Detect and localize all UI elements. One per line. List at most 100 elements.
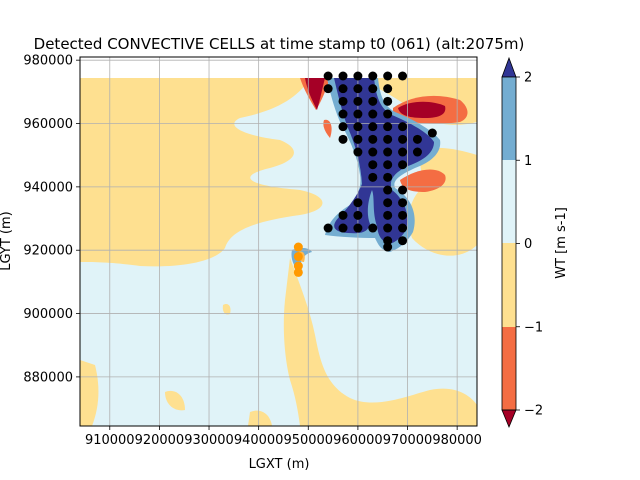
series-0-point-46 bbox=[338, 210, 348, 220]
colorbar-tick-label-3: 1 bbox=[524, 154, 532, 169]
colorbar-label: WT [m s-1] bbox=[554, 207, 569, 279]
series-0-point-0 bbox=[323, 71, 333, 81]
region-strong-down-n bbox=[305, 78, 325, 110]
y-tick-label-0: 880000 bbox=[23, 370, 73, 385]
colorbar-ticks: −2 −1 0 1 2 bbox=[516, 71, 543, 419]
y-tick-label-5: 980000 bbox=[23, 54, 73, 69]
x-tick-label-4: 950000 bbox=[283, 433, 333, 448]
series-0-point-38 bbox=[398, 160, 408, 170]
series-0-point-13 bbox=[368, 96, 378, 106]
series-1-point-1 bbox=[293, 252, 303, 262]
series-0-point-51 bbox=[338, 223, 348, 233]
series-0-point-57 bbox=[398, 236, 408, 246]
series-0-point-1 bbox=[338, 71, 348, 81]
series-0-point-23 bbox=[398, 122, 408, 132]
series-0-point-25 bbox=[353, 134, 363, 144]
region-mod-down-e bbox=[400, 169, 446, 192]
series-0-point-45 bbox=[398, 198, 408, 208]
series-0-point-58 bbox=[383, 242, 393, 252]
y-axis: 880000 900000 920000 940000 960000 980000 bbox=[23, 54, 80, 385]
series-0-point-49 bbox=[398, 210, 408, 220]
series-0-point-21 bbox=[368, 122, 378, 132]
region-weak-down-s1 bbox=[165, 390, 185, 411]
colorbar-band-1-2 bbox=[502, 77, 516, 160]
plot-area bbox=[80, 57, 477, 426]
series-0-point-12 bbox=[353, 96, 363, 106]
series-0-point-8 bbox=[353, 84, 363, 94]
series-0-point-9 bbox=[368, 84, 378, 94]
y-tick-label-4: 960000 bbox=[23, 117, 73, 132]
region-weak-down-s2 bbox=[248, 410, 272, 426]
series-0-point-11 bbox=[338, 96, 348, 106]
series-0-point-36 bbox=[368, 160, 378, 170]
series-0-point-47 bbox=[353, 210, 363, 220]
series-0-point-5 bbox=[398, 71, 408, 81]
series-0-point-20 bbox=[353, 122, 363, 132]
series-0-point-28 bbox=[398, 134, 408, 144]
series-0-point-52 bbox=[353, 223, 363, 233]
series-0-point-3 bbox=[368, 71, 378, 81]
region-weak-down-west bbox=[80, 78, 323, 267]
region-mod-down-w bbox=[323, 119, 332, 138]
series-0-point-18 bbox=[383, 109, 393, 119]
series-1-point-2 bbox=[293, 261, 303, 271]
series-1-point-0 bbox=[293, 242, 303, 252]
chart-title: Detected CONVECTIVE CELLS at time stamp … bbox=[34, 35, 525, 53]
series-0-point-42 bbox=[398, 185, 408, 195]
x-tick-label-0: 910000 bbox=[85, 433, 135, 448]
y-axis-label: LGYT (m) bbox=[0, 211, 14, 271]
series-0-point-56 bbox=[383, 236, 393, 246]
series-0-point-34 bbox=[398, 147, 408, 157]
x-tick-label-6: 970000 bbox=[383, 433, 433, 448]
series-0-point-29 bbox=[412, 134, 422, 144]
series-0-point-19 bbox=[338, 122, 348, 132]
series-0-point-10 bbox=[383, 84, 393, 94]
series-0-point-44 bbox=[383, 198, 393, 208]
colorbar: −2 −1 0 1 2 WT [m s-1] bbox=[501, 56, 569, 429]
series-0-point-30 bbox=[427, 128, 437, 138]
x-tick-label-7: 980000 bbox=[432, 433, 482, 448]
colorbar-tick-label-0: −2 bbox=[524, 404, 543, 419]
series-0-point-16 bbox=[353, 109, 363, 119]
series-0-point-17 bbox=[368, 109, 378, 119]
region-weak-down-s3 bbox=[222, 304, 231, 315]
axes-frame bbox=[79, 56, 478, 427]
colorbar-tick-label-4: 2 bbox=[524, 71, 532, 86]
series-0-point-54 bbox=[383, 223, 393, 233]
x-tick-label-2: 930000 bbox=[184, 433, 234, 448]
series-0-point-32 bbox=[368, 147, 378, 157]
region-weak-down-mid bbox=[283, 258, 477, 426]
colorbar-band-0-1 bbox=[502, 160, 516, 243]
series-0-point-15 bbox=[338, 109, 348, 119]
series-0-point-14 bbox=[383, 96, 393, 106]
series-0-point-27 bbox=[383, 134, 393, 144]
series-0-point-43 bbox=[353, 198, 363, 208]
colorbar-tick-label-2: 0 bbox=[524, 237, 532, 252]
grid bbox=[80, 57, 477, 426]
series-0-point-37 bbox=[383, 160, 393, 170]
series-0-point-4 bbox=[383, 71, 393, 81]
series-0-point-7 bbox=[338, 84, 348, 94]
x-tick-label-1: 920000 bbox=[135, 433, 185, 448]
series-0-point-39 bbox=[368, 172, 378, 182]
colorbar-band-m1-0 bbox=[502, 243, 516, 327]
y-tick-label-1: 900000 bbox=[23, 307, 73, 322]
series-0-point-53 bbox=[368, 223, 378, 233]
colorbar-extend-min bbox=[501, 409, 517, 429]
series-0-point-48 bbox=[383, 210, 393, 220]
region-weak-down-sw bbox=[80, 360, 99, 426]
series-0-point-2 bbox=[353, 71, 363, 81]
x-axis-label: LGXT (m) bbox=[249, 457, 310, 472]
series-0-point-50 bbox=[323, 223, 333, 233]
cell-points bbox=[293, 71, 437, 277]
series-1-point-3 bbox=[293, 267, 303, 277]
region-strong-down-ne bbox=[398, 101, 446, 118]
series-0-point-31 bbox=[353, 147, 363, 157]
series-0-point-35 bbox=[412, 147, 422, 157]
series-0-point-26 bbox=[368, 134, 378, 144]
series-0-point-6 bbox=[323, 84, 333, 94]
series-0-point-41 bbox=[383, 185, 393, 195]
y-tick-label-2: 920000 bbox=[23, 244, 73, 259]
series-0-point-55 bbox=[398, 223, 408, 233]
